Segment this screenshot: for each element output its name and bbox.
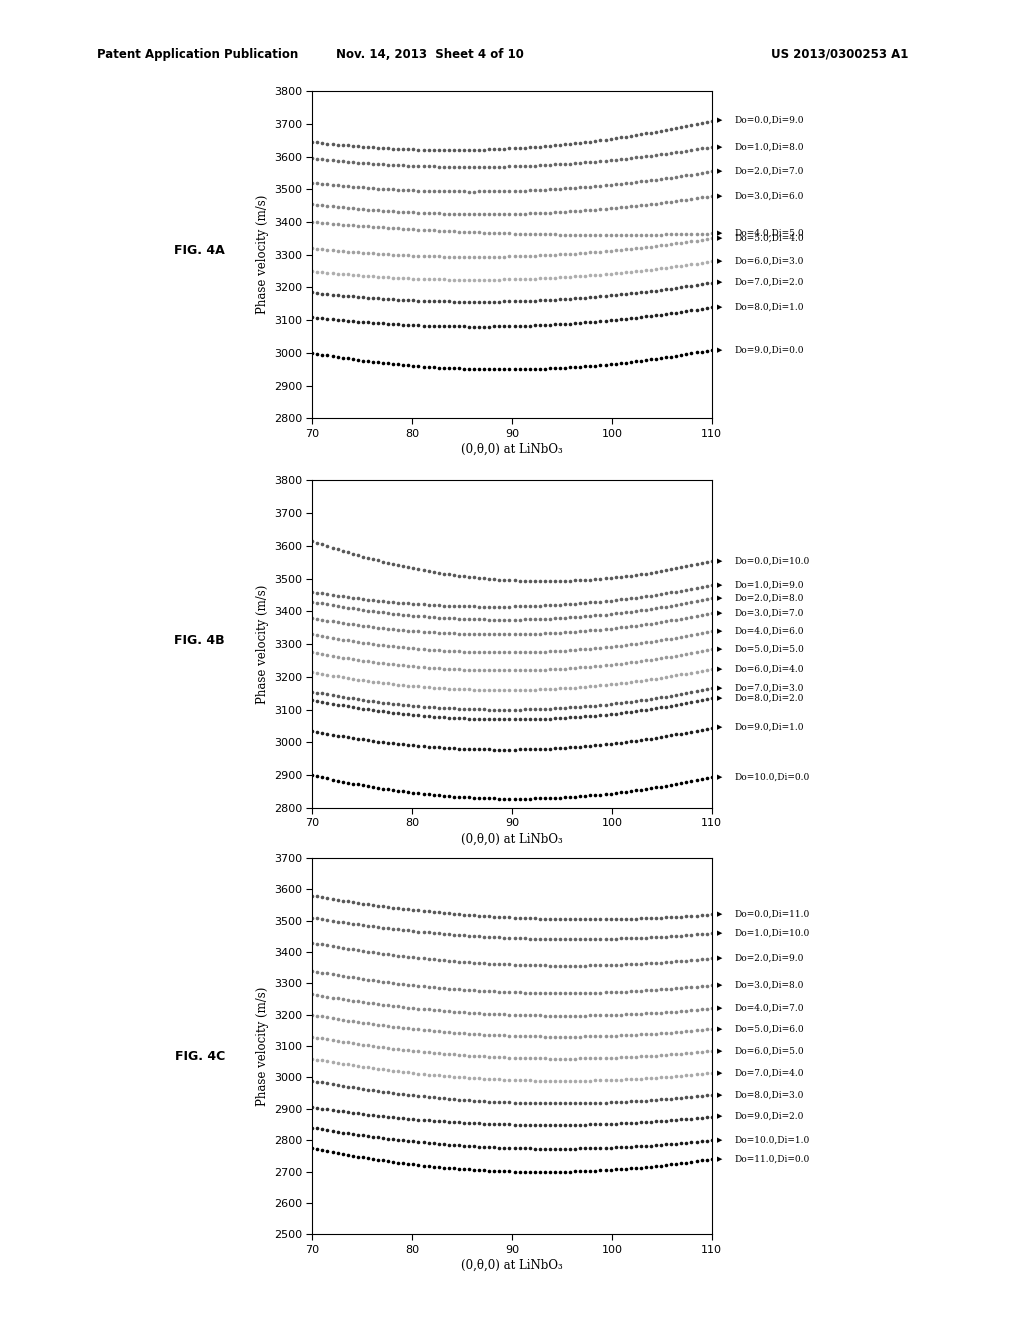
Text: FIG. 4C: FIG. 4C xyxy=(174,1049,225,1063)
Text: Do=3.0,Di=7.0: Do=3.0,Di=7.0 xyxy=(734,609,804,618)
Text: FIG. 4A: FIG. 4A xyxy=(174,244,225,257)
Text: ▶: ▶ xyxy=(717,911,722,917)
Text: Do=0.0,Di=9.0: Do=0.0,Di=9.0 xyxy=(734,116,804,125)
Text: ▶: ▶ xyxy=(717,235,722,242)
Text: ▶: ▶ xyxy=(717,725,722,731)
Y-axis label: Phase velocity (m/s): Phase velocity (m/s) xyxy=(256,585,269,704)
Text: ▶: ▶ xyxy=(717,982,722,987)
Text: Do=2.0,Di=7.0: Do=2.0,Di=7.0 xyxy=(734,166,804,176)
Text: Nov. 14, 2013  Sheet 4 of 10: Nov. 14, 2013 Sheet 4 of 10 xyxy=(336,48,524,61)
Text: ▶: ▶ xyxy=(717,595,722,602)
Text: Do=4.0,Di=5.0: Do=4.0,Di=5.0 xyxy=(734,228,804,238)
Text: ▶: ▶ xyxy=(717,1006,722,1011)
Text: Do=11.0,Di=0.0: Do=11.0,Di=0.0 xyxy=(734,1155,809,1163)
Text: Do=4.0,Di=6.0: Do=4.0,Di=6.0 xyxy=(734,627,804,635)
Text: ▶: ▶ xyxy=(717,557,722,564)
Text: ▶: ▶ xyxy=(717,1026,722,1032)
Text: Do=9.0,Di=0.0: Do=9.0,Di=0.0 xyxy=(734,346,804,354)
Text: ▶: ▶ xyxy=(717,582,722,589)
Text: Do=5.0,Di=5.0: Do=5.0,Di=5.0 xyxy=(734,644,804,653)
Text: Do=8.0,Di=2.0: Do=8.0,Di=2.0 xyxy=(734,694,804,702)
Text: Do=9.0,Di=1.0: Do=9.0,Di=1.0 xyxy=(734,723,804,733)
Text: ▶: ▶ xyxy=(717,610,722,616)
Text: Do=1.0,Di=10.0: Do=1.0,Di=10.0 xyxy=(734,929,809,937)
Text: Do=1.0,Di=8.0: Do=1.0,Di=8.0 xyxy=(734,143,804,152)
Text: Do=10.0,Di=1.0: Do=10.0,Di=1.0 xyxy=(734,1135,809,1144)
Text: ▶: ▶ xyxy=(717,1156,722,1162)
Text: Do=2.0,Di=9.0: Do=2.0,Di=9.0 xyxy=(734,954,804,962)
Text: ▶: ▶ xyxy=(717,628,722,634)
Text: ▶: ▶ xyxy=(717,259,722,264)
Text: Do=5.0,Di=6.0: Do=5.0,Di=6.0 xyxy=(734,1024,804,1034)
Text: ▶: ▶ xyxy=(717,117,722,124)
Text: ▶: ▶ xyxy=(717,1048,722,1053)
Text: Do=6.0,Di=3.0: Do=6.0,Di=3.0 xyxy=(734,257,804,265)
Text: Do=8.0,Di=3.0: Do=8.0,Di=3.0 xyxy=(734,1090,804,1100)
Text: ▶: ▶ xyxy=(717,685,722,692)
Text: ▶: ▶ xyxy=(717,1092,722,1098)
Text: Do=6.0,Di=4.0: Do=6.0,Di=4.0 xyxy=(734,664,804,673)
Text: Do=0.0,Di=11.0: Do=0.0,Di=11.0 xyxy=(734,909,809,919)
Text: ▶: ▶ xyxy=(717,144,722,149)
Text: ▶: ▶ xyxy=(717,956,722,961)
Text: Do=4.0,Di=7.0: Do=4.0,Di=7.0 xyxy=(734,1005,804,1012)
Text: ▶: ▶ xyxy=(717,665,722,672)
Text: ▶: ▶ xyxy=(717,1069,722,1076)
Text: ▶: ▶ xyxy=(717,347,722,352)
Text: Do=10.0,Di=0.0: Do=10.0,Di=0.0 xyxy=(734,772,809,781)
Text: ▶: ▶ xyxy=(717,1114,722,1119)
Text: Do=1.0,Di=9.0: Do=1.0,Di=9.0 xyxy=(734,581,804,590)
X-axis label: (0,θ,0) at LiNbO₃: (0,θ,0) at LiNbO₃ xyxy=(461,833,563,845)
Text: ▶: ▶ xyxy=(717,193,722,199)
Text: ▶: ▶ xyxy=(717,696,722,701)
X-axis label: (0,θ,0) at LiNbO₃: (0,θ,0) at LiNbO₃ xyxy=(461,1259,563,1271)
Text: Patent Application Publication: Patent Application Publication xyxy=(97,48,299,61)
Text: FIG. 4B: FIG. 4B xyxy=(174,634,225,647)
Text: Do=2.0,Di=8.0: Do=2.0,Di=8.0 xyxy=(734,594,804,603)
Text: ▶: ▶ xyxy=(717,280,722,285)
X-axis label: (0,θ,0) at LiNbO₃: (0,θ,0) at LiNbO₃ xyxy=(461,444,563,455)
Text: Do=6.0,Di=5.0: Do=6.0,Di=5.0 xyxy=(734,1047,804,1055)
Y-axis label: Phase velocity (m/s): Phase velocity (m/s) xyxy=(256,195,269,314)
Text: Do=9.0,Di=2.0: Do=9.0,Di=2.0 xyxy=(734,1113,804,1121)
Text: Do=5.0,Di=4.0: Do=5.0,Di=4.0 xyxy=(734,234,804,243)
Y-axis label: Phase velocity (m/s): Phase velocity (m/s) xyxy=(256,986,269,1106)
Text: ▶: ▶ xyxy=(717,304,722,310)
Text: ▶: ▶ xyxy=(717,231,722,236)
Text: Do=3.0,Di=8.0: Do=3.0,Di=8.0 xyxy=(734,981,804,990)
Text: US 2013/0300253 A1: US 2013/0300253 A1 xyxy=(771,48,908,61)
Text: Do=7.0,Di=2.0: Do=7.0,Di=2.0 xyxy=(734,279,804,286)
Text: ▶: ▶ xyxy=(717,645,722,652)
Text: Do=7.0,Di=3.0: Do=7.0,Di=3.0 xyxy=(734,684,804,693)
Text: Do=0.0,Di=10.0: Do=0.0,Di=10.0 xyxy=(734,556,809,565)
Text: ▶: ▶ xyxy=(717,774,722,780)
Text: Do=7.0,Di=4.0: Do=7.0,Di=4.0 xyxy=(734,1068,804,1077)
Text: Do=3.0,Di=6.0: Do=3.0,Di=6.0 xyxy=(734,191,804,201)
Text: ▶: ▶ xyxy=(717,1137,722,1143)
Text: Do=8.0,Di=1.0: Do=8.0,Di=1.0 xyxy=(734,302,804,312)
Text: ▶: ▶ xyxy=(717,931,722,936)
Text: ▶: ▶ xyxy=(717,168,722,174)
